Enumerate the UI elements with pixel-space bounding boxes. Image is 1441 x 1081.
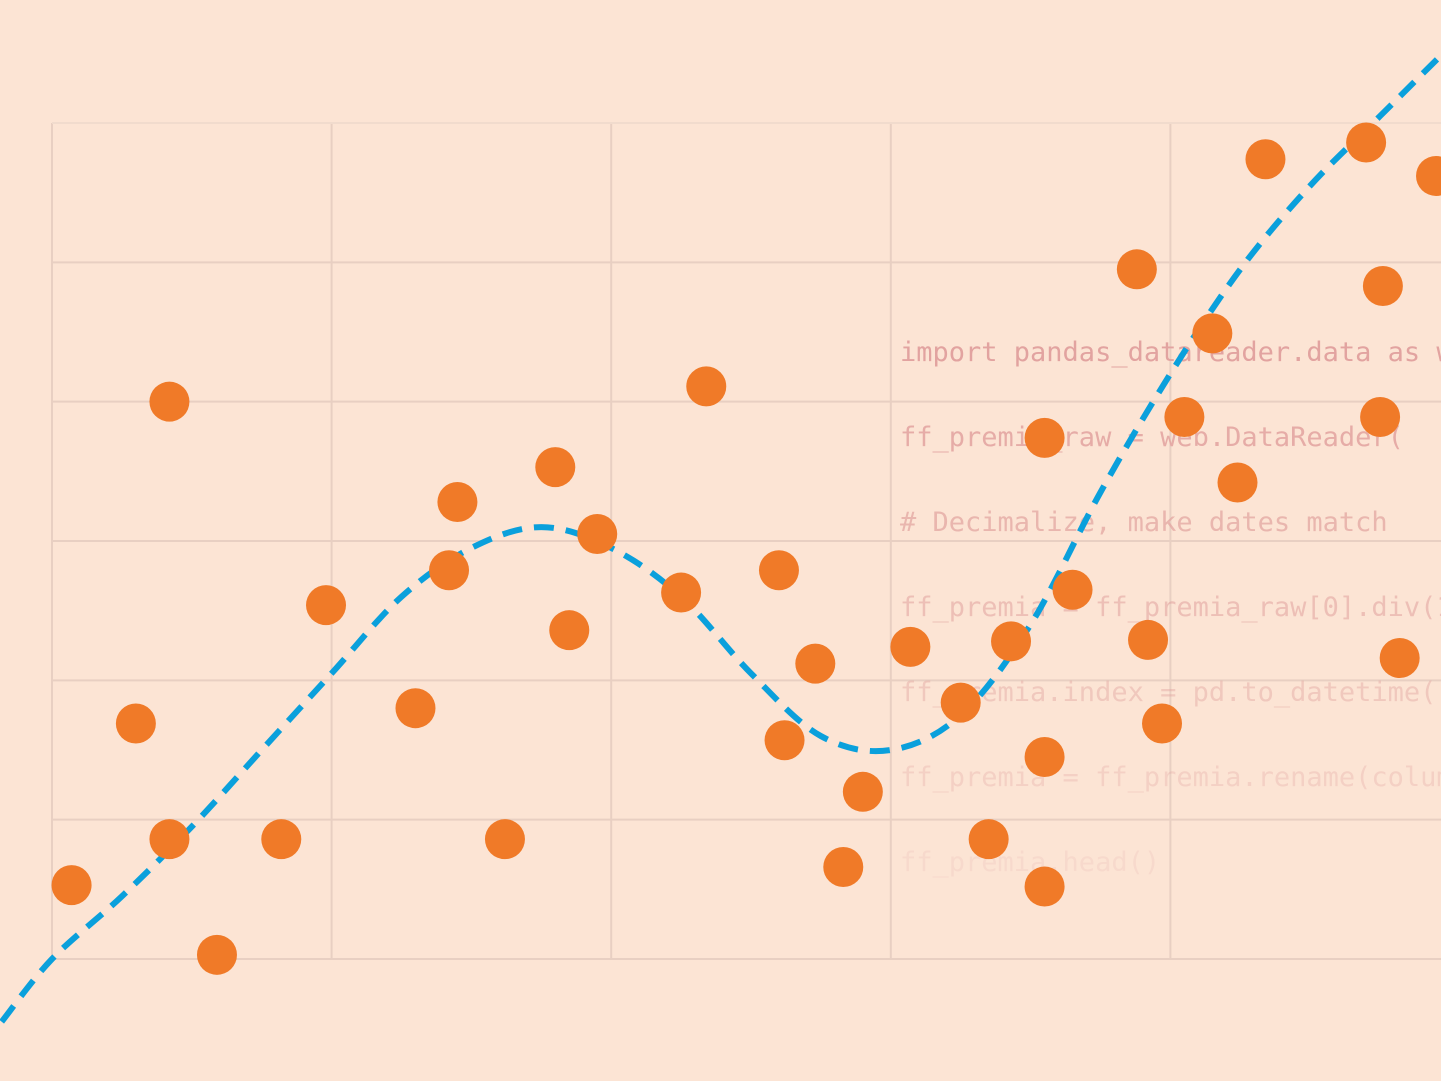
scatter-point — [1360, 396, 1401, 437]
scatter-point — [1416, 155, 1441, 196]
scatter-point — [306, 585, 347, 626]
scatter-point — [577, 514, 618, 555]
scatter-point — [991, 621, 1032, 662]
scatter-point — [1142, 703, 1183, 744]
scatter-point — [1024, 866, 1065, 907]
scatter-point — [758, 550, 799, 591]
scatter-point — [764, 720, 805, 761]
scatter-point — [823, 847, 864, 888]
code-snippet: import pandas_datareader.data as web ff_p… — [900, 337, 1441, 878]
scatter-point — [1024, 736, 1065, 777]
scatter-point — [890, 626, 931, 667]
code-line: import pandas_datareader.data as web — [900, 337, 1441, 368]
scatter-point — [115, 703, 156, 744]
scatter-point — [842, 771, 883, 812]
scatter-point — [968, 819, 1009, 860]
scatter-point — [395, 688, 436, 729]
code-line: ff_premia = ff_premia.rename(columns= — [900, 762, 1441, 793]
scatter-point — [1362, 266, 1403, 307]
data-points — [51, 122, 1441, 975]
scatter-point — [1346, 122, 1387, 163]
scatter-point — [261, 819, 302, 860]
scatter-point — [1379, 638, 1420, 679]
scatter-point — [484, 819, 525, 860]
scatter-point — [549, 610, 590, 651]
scatter-point — [795, 643, 836, 684]
scatter-point — [1192, 313, 1233, 354]
scatter-point — [1217, 462, 1258, 503]
scatter-point — [196, 934, 237, 975]
scatter-point — [1024, 417, 1065, 458]
scatter-point — [149, 381, 190, 422]
scatter-point — [535, 447, 576, 488]
scatter-point — [661, 572, 702, 613]
scatter-point — [1128, 619, 1169, 660]
scatter-point — [1164, 396, 1205, 437]
scatter-point — [1245, 139, 1286, 180]
grid — [51, 122, 1441, 960]
scatter-point — [686, 366, 727, 407]
code-line: ff_premia = ff_premia_raw[0].div(100) — [900, 592, 1441, 623]
scatter-point — [51, 865, 92, 906]
code-line: # Decimalize, make dates match — [900, 507, 1388, 538]
scatter-point — [437, 481, 478, 522]
scatter-point — [940, 682, 981, 723]
scatter-point — [429, 550, 470, 591]
scatter-point — [149, 819, 190, 860]
scatter-point — [1116, 249, 1157, 290]
scatter-point — [1052, 569, 1093, 610]
code-line: ff_premia_raw = web.DataReader( — [900, 422, 1404, 453]
